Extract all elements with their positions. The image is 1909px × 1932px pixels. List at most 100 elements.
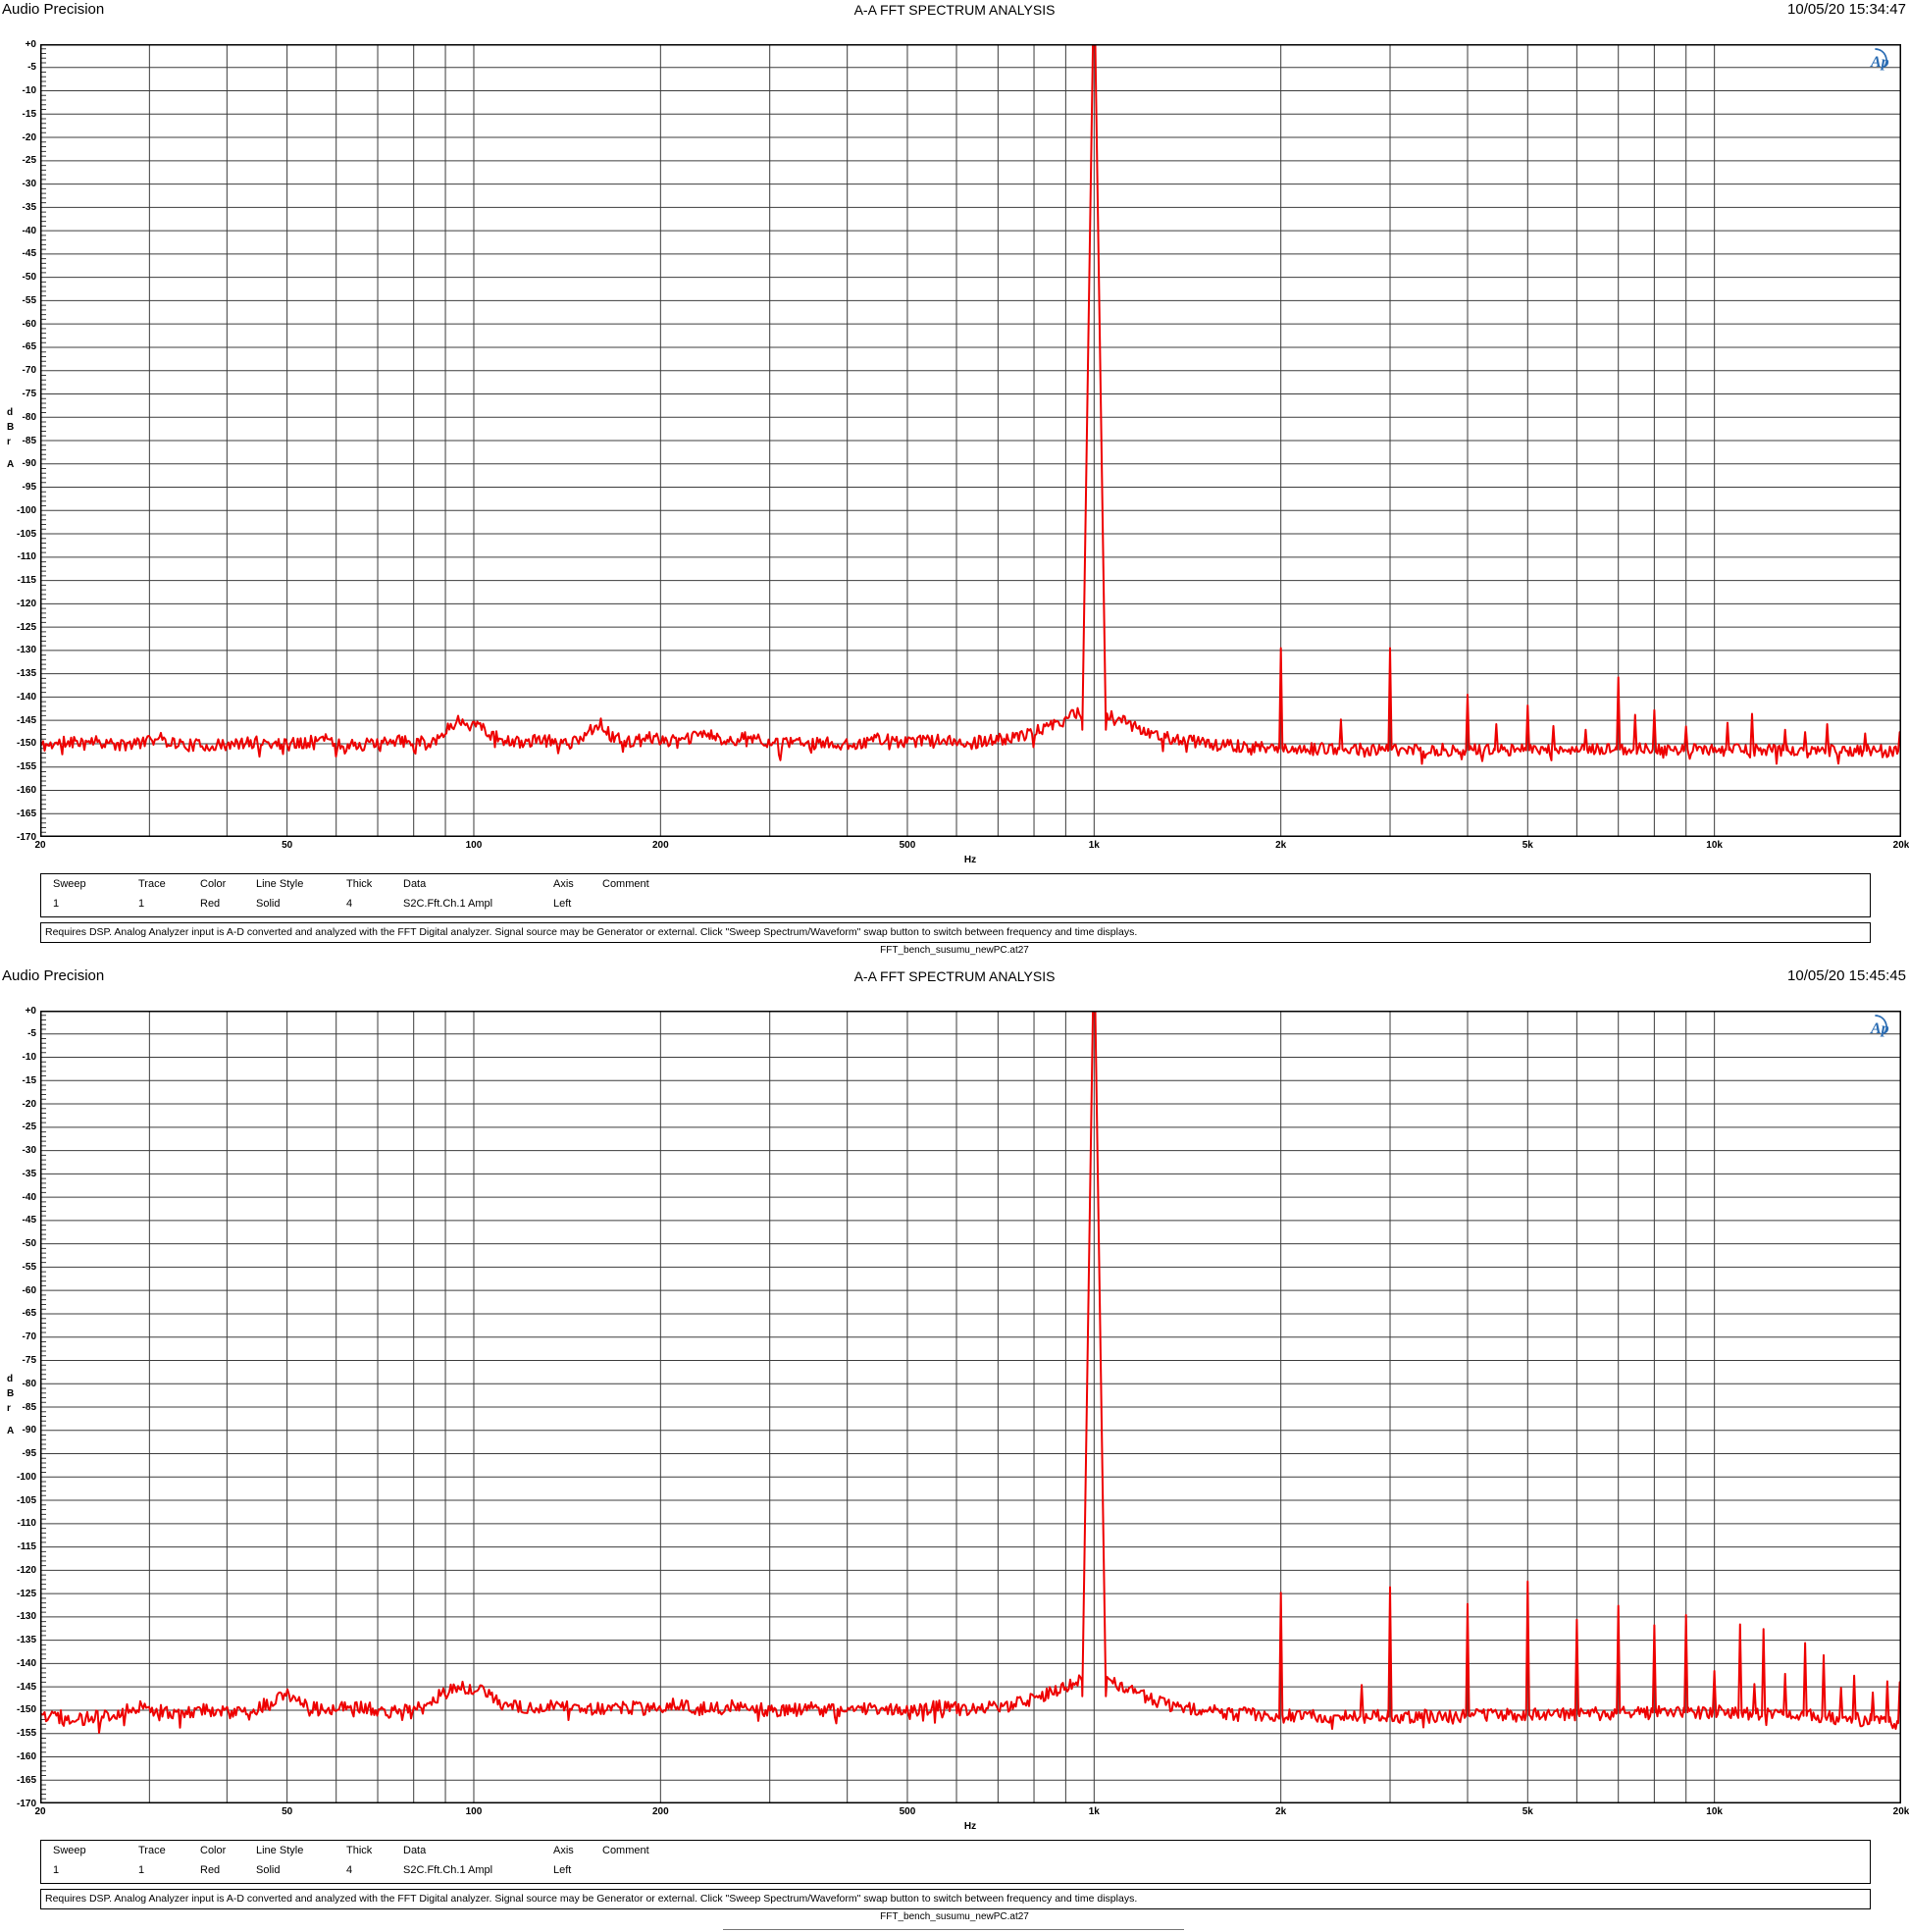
x-tick-label: 10k <box>1706 840 1723 851</box>
y-tick-label: -50 <box>22 1238 36 1250</box>
x-tick-label: 20 <box>34 1806 46 1817</box>
y-tick-label: -85 <box>22 435 36 446</box>
y-tick-label: -130 <box>16 1611 36 1623</box>
y-tick-label: -75 <box>22 1354 36 1366</box>
y-tick-label: -160 <box>16 1750 36 1762</box>
y-tick-label: -50 <box>22 272 36 284</box>
legend-header-comment: Comment <box>602 878 649 890</box>
x-tick-label: 2k <box>1275 840 1287 851</box>
y-tick-label: -125 <box>16 621 36 633</box>
legend-header-comment: Comment <box>602 1845 649 1856</box>
legend-value: Solid <box>256 1864 281 1876</box>
fft-report-panel-2: Audio Precision A-A FFT SPECTRUM ANALYSI… <box>0 966 1909 1932</box>
y-tick-label: -15 <box>22 1074 36 1086</box>
y-tick-label: -20 <box>22 1098 36 1110</box>
x-tick-label: 20k <box>1892 1806 1909 1817</box>
y-axis-unit-char: r <box>7 437 11 447</box>
x-tick-label: 100 <box>465 1806 483 1817</box>
audio-precision-logo: Ap <box>1870 1015 1889 1037</box>
y-tick-label: -105 <box>16 1494 36 1506</box>
y-axis-unit-char: A <box>7 1426 15 1436</box>
legend-header-axis: Axis <box>553 1845 574 1856</box>
spectrum-plot: Ap <box>40 1011 1901 1803</box>
legend-value: Red <box>200 1864 221 1876</box>
legend-header-color: Color <box>200 1845 227 1856</box>
legend-header-color: Color <box>200 878 227 890</box>
legend-header-axis: Axis <box>553 878 574 890</box>
brand-label: Audio Precision <box>2 1 105 18</box>
x-tick-label: 10k <box>1706 1806 1723 1817</box>
spectrum-plot: Ap <box>40 44 1901 837</box>
plot-border <box>40 44 1901 837</box>
trace-legend-table: Sweep Trace Color Line Style Thick Data Axis Co… <box>40 873 1871 917</box>
y-tick-label: -100 <box>16 1471 36 1483</box>
trace-legend-table: Sweep Trace Color Line Style Thick Data Axis Co… <box>40 1840 1871 1884</box>
legend-header-line-style: Line Style <box>256 1845 304 1856</box>
y-tick-label: -5 <box>27 62 36 74</box>
legend-value: Solid <box>256 898 281 910</box>
x-tick-label: 50 <box>282 840 293 851</box>
y-tick-label: -115 <box>17 1541 36 1553</box>
notes-text: Requires DSP. Analog Analyzer input is A… <box>40 1889 1871 1909</box>
y-tick-label: -110 <box>17 1518 36 1530</box>
y-tick-label: -80 <box>22 1378 36 1389</box>
y-tick-label: +0 <box>25 1005 36 1017</box>
spectrum-trace <box>40 1011 1901 1734</box>
y-tick-label: -120 <box>16 598 36 609</box>
audio-precision-logo: Ap <box>1870 48 1889 71</box>
y-minor-ticks <box>40 48 46 833</box>
y-tick-label: -90 <box>22 458 36 470</box>
legend-value: 1 <box>138 1864 145 1876</box>
y-tick-label: -165 <box>16 808 36 819</box>
x-tick-label: 2k <box>1275 1806 1287 1817</box>
y-tick-label: -45 <box>22 248 36 260</box>
y-axis-unit-char: B <box>7 422 15 433</box>
grid-lines <box>40 1011 1901 1803</box>
y-tick-label: -25 <box>22 1122 36 1133</box>
y-tick-label: -25 <box>22 155 36 167</box>
y-tick-label: -65 <box>22 1308 36 1320</box>
legend-header-data: Data <box>403 1845 427 1856</box>
y-tick-label: -125 <box>16 1588 36 1599</box>
y-tick-label: -30 <box>22 1145 36 1157</box>
x-tick-label: 5k <box>1522 840 1533 851</box>
spectrum-trace <box>40 44 1901 765</box>
y-tick-label: -5 <box>27 1028 36 1040</box>
x-tick-label: 5k <box>1522 1806 1533 1817</box>
legend-value: S2C.Fft.Ch.1 Ampl <box>403 898 493 910</box>
audio-precision-logo-swoosh <box>1875 48 1887 68</box>
y-tick-label: -95 <box>22 482 36 494</box>
y-tick-label: -85 <box>22 1401 36 1413</box>
fft-report-panel-1: Audio Precision A-A FFT SPECTRUM ANALYSI… <box>2 1 1909 956</box>
y-tick-label: -80 <box>22 411 36 423</box>
legend-value: Red <box>200 898 221 910</box>
y-tick-label: -65 <box>22 341 36 353</box>
x-tick-label: 50 <box>282 1806 293 1817</box>
legend-header-sweep: Sweep <box>53 1845 86 1856</box>
y-tick-label: -60 <box>22 318 36 330</box>
legend-value: 4 <box>346 1864 353 1876</box>
page-bottom-rule <box>723 1929 1184 1930</box>
y-tick-label: -10 <box>22 1052 36 1064</box>
legend-header-thick: Thick <box>346 878 373 890</box>
x-tick-label: 1k <box>1088 840 1100 851</box>
y-tick-label: -160 <box>16 784 36 796</box>
timestamp: 10/05/20 15:34:47 <box>1787 1 1906 18</box>
legend-header-line-style: Line Style <box>256 878 304 890</box>
test-filename: FFT_bench_susumu_newPC.at27 <box>880 945 1029 956</box>
page-title: A-A FFT SPECTRUM ANALYSIS <box>853 968 1056 984</box>
legend-value: S2C.Fft.Ch.1 Ampl <box>403 1864 493 1876</box>
legend-value: 1 <box>138 898 145 910</box>
x-tick-label: 1k <box>1088 1806 1100 1817</box>
y-tick-label: -20 <box>22 131 36 143</box>
y-tick-label: -170 <box>16 1798 36 1809</box>
y-tick-label: +0 <box>25 38 36 50</box>
plot-border <box>40 1011 1901 1803</box>
y-axis-unit-char: B <box>7 1388 15 1399</box>
y-tick-label: -35 <box>22 201 36 213</box>
y-tick-label: -35 <box>22 1168 36 1179</box>
y-tick-label: -45 <box>22 1215 36 1227</box>
y-tick-label: -145 <box>16 1681 36 1693</box>
audio-precision-logo-swoosh <box>1875 1015 1887 1034</box>
